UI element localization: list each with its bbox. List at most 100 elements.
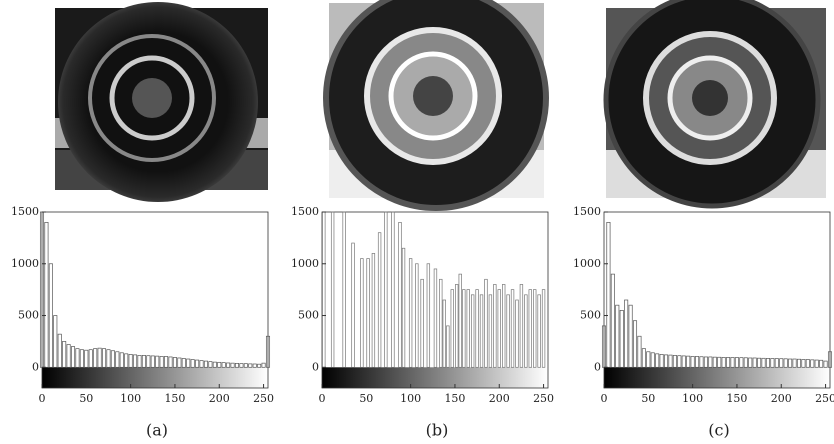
bar xyxy=(734,357,739,368)
bar xyxy=(391,211,395,368)
bar xyxy=(199,360,204,368)
bar xyxy=(624,299,629,368)
x-tick-label: 250 xyxy=(533,392,554,405)
plot-frame xyxy=(603,211,831,389)
bar xyxy=(426,263,431,368)
bar xyxy=(53,315,58,368)
bar xyxy=(102,348,107,368)
bar xyxy=(221,362,226,368)
bar xyxy=(384,211,388,368)
bar xyxy=(97,347,102,368)
bar xyxy=(672,355,677,368)
bar xyxy=(827,351,833,368)
y-tick-label: 500 xyxy=(298,309,319,322)
bar xyxy=(497,289,501,368)
bar xyxy=(641,348,646,368)
bar xyxy=(190,359,195,368)
bar xyxy=(203,360,208,368)
bar xyxy=(398,222,402,368)
bar xyxy=(819,359,824,368)
plot-frame xyxy=(41,211,269,389)
tire-image-c xyxy=(603,0,826,209)
bar xyxy=(450,289,454,368)
bar xyxy=(84,349,89,368)
bar xyxy=(686,355,691,368)
bar xyxy=(261,362,266,368)
bar xyxy=(446,325,450,368)
bar xyxy=(493,284,497,368)
bar xyxy=(810,359,815,368)
bar xyxy=(177,357,182,368)
bar xyxy=(106,349,111,368)
bar xyxy=(146,355,151,368)
bar xyxy=(537,294,541,368)
bar xyxy=(541,289,546,368)
x-tick-label: 0 xyxy=(319,392,326,405)
bar xyxy=(212,361,217,368)
bar xyxy=(470,294,475,368)
y-tick-label: 0 xyxy=(32,360,39,373)
bar xyxy=(208,361,213,368)
bar xyxy=(650,352,655,368)
bar xyxy=(610,273,615,368)
bar xyxy=(770,358,775,368)
bar xyxy=(502,284,506,368)
bar xyxy=(637,335,642,368)
bar xyxy=(739,357,744,368)
bar xyxy=(774,358,779,368)
bar xyxy=(462,289,466,368)
bar xyxy=(703,356,708,368)
bar xyxy=(110,350,115,368)
y-tick-label: 1500 xyxy=(573,205,601,218)
x-tick-label: 250 xyxy=(815,392,834,405)
bar xyxy=(708,356,713,368)
x-tick-label: 150 xyxy=(726,392,747,405)
bar xyxy=(401,247,406,368)
bar xyxy=(243,363,248,368)
x-tick-label: 0 xyxy=(601,392,608,405)
bar xyxy=(519,284,524,368)
bar xyxy=(230,362,235,368)
bar xyxy=(79,349,84,368)
bar xyxy=(479,294,484,368)
gray-strip xyxy=(322,367,548,388)
bar xyxy=(488,294,493,368)
bar xyxy=(801,359,806,368)
x-tick-label: 150 xyxy=(164,392,185,405)
bar xyxy=(646,351,651,368)
bar xyxy=(668,354,673,368)
bar xyxy=(265,335,271,368)
bar xyxy=(458,273,462,368)
bar xyxy=(360,258,364,368)
bar xyxy=(439,278,443,368)
bar xyxy=(239,363,244,368)
bar xyxy=(248,363,253,368)
bar xyxy=(655,353,660,368)
bar xyxy=(420,278,424,368)
x-tick-label: 50 xyxy=(641,392,655,405)
bar xyxy=(721,357,726,368)
bar xyxy=(377,232,382,368)
bar xyxy=(533,289,537,368)
bar xyxy=(330,211,335,368)
bar xyxy=(783,358,788,368)
y-tick-label: 1000 xyxy=(291,257,319,270)
bar xyxy=(765,358,770,368)
bar xyxy=(757,357,762,368)
bar xyxy=(172,357,177,368)
bar xyxy=(234,363,239,368)
bar xyxy=(115,351,120,368)
bar xyxy=(322,211,326,368)
x-tick-label: 150 xyxy=(444,392,465,405)
bar xyxy=(717,356,722,368)
bar xyxy=(695,356,700,368)
caption: (a) xyxy=(146,421,168,440)
bar xyxy=(57,333,62,368)
y-tick-label: 500 xyxy=(580,309,601,322)
bar xyxy=(366,258,370,368)
bar xyxy=(181,358,186,368)
bar xyxy=(699,356,704,368)
y-tick-label: 0 xyxy=(594,360,601,373)
bar xyxy=(524,294,528,368)
